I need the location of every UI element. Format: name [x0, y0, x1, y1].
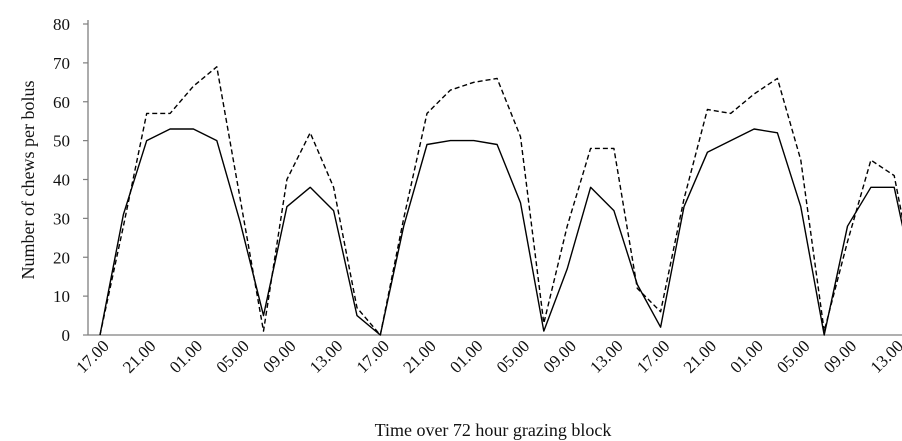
y-tick-label: 50 [53, 132, 70, 151]
x-tick-label: 09.00 [820, 336, 860, 376]
y-tick-label: 0 [62, 326, 71, 345]
y-tick-label: 20 [53, 248, 70, 267]
y-axis-title: Number of chews per bolus [18, 81, 38, 280]
series-line-dashed [99, 66, 902, 336]
x-tick-label: 21.00 [119, 336, 159, 376]
y-tick-label: 30 [53, 209, 70, 228]
x-tick-label: 13.00 [306, 336, 346, 376]
y-tick-label: 10 [53, 287, 70, 306]
plot-area [99, 66, 902, 336]
y-tick-label: 70 [53, 54, 70, 73]
x-tick-label: 01.00 [166, 336, 206, 376]
x-tick-label: 13.00 [586, 336, 626, 376]
y-tick-label: 60 [53, 93, 70, 112]
x-tick-label: 09.00 [259, 336, 299, 376]
x-tick-label: 05.00 [773, 336, 813, 376]
y-tick-label: 80 [53, 15, 70, 34]
x-tick-label: 05.00 [493, 336, 533, 376]
y-tick-label: 40 [53, 171, 70, 190]
x-tick-label: 05.00 [213, 336, 253, 376]
series-line-solid [99, 128, 902, 336]
x-tick-label: 17.00 [633, 336, 673, 376]
y-axis: 0 10 20 30 40 50 60 70 80 [53, 15, 89, 345]
x-axis: 17.00 21.00 01.00 05.00 09.00 13.00 17.00 21.00… [72, 334, 902, 377]
x-tick-label: 17.00 [353, 336, 393, 376]
x-axis-title: Time over 72 hour grazing block [375, 420, 612, 440]
x-tick-label: 01.00 [726, 336, 766, 376]
x-tick-label: 21.00 [399, 336, 439, 376]
x-tick-label: 21.00 [680, 336, 720, 376]
x-tick-label: 01.00 [446, 336, 486, 376]
x-tick-label: 13.00 [867, 336, 902, 376]
x-tick-label: 17.00 [72, 336, 112, 376]
x-tick-label: 09.00 [540, 336, 580, 376]
